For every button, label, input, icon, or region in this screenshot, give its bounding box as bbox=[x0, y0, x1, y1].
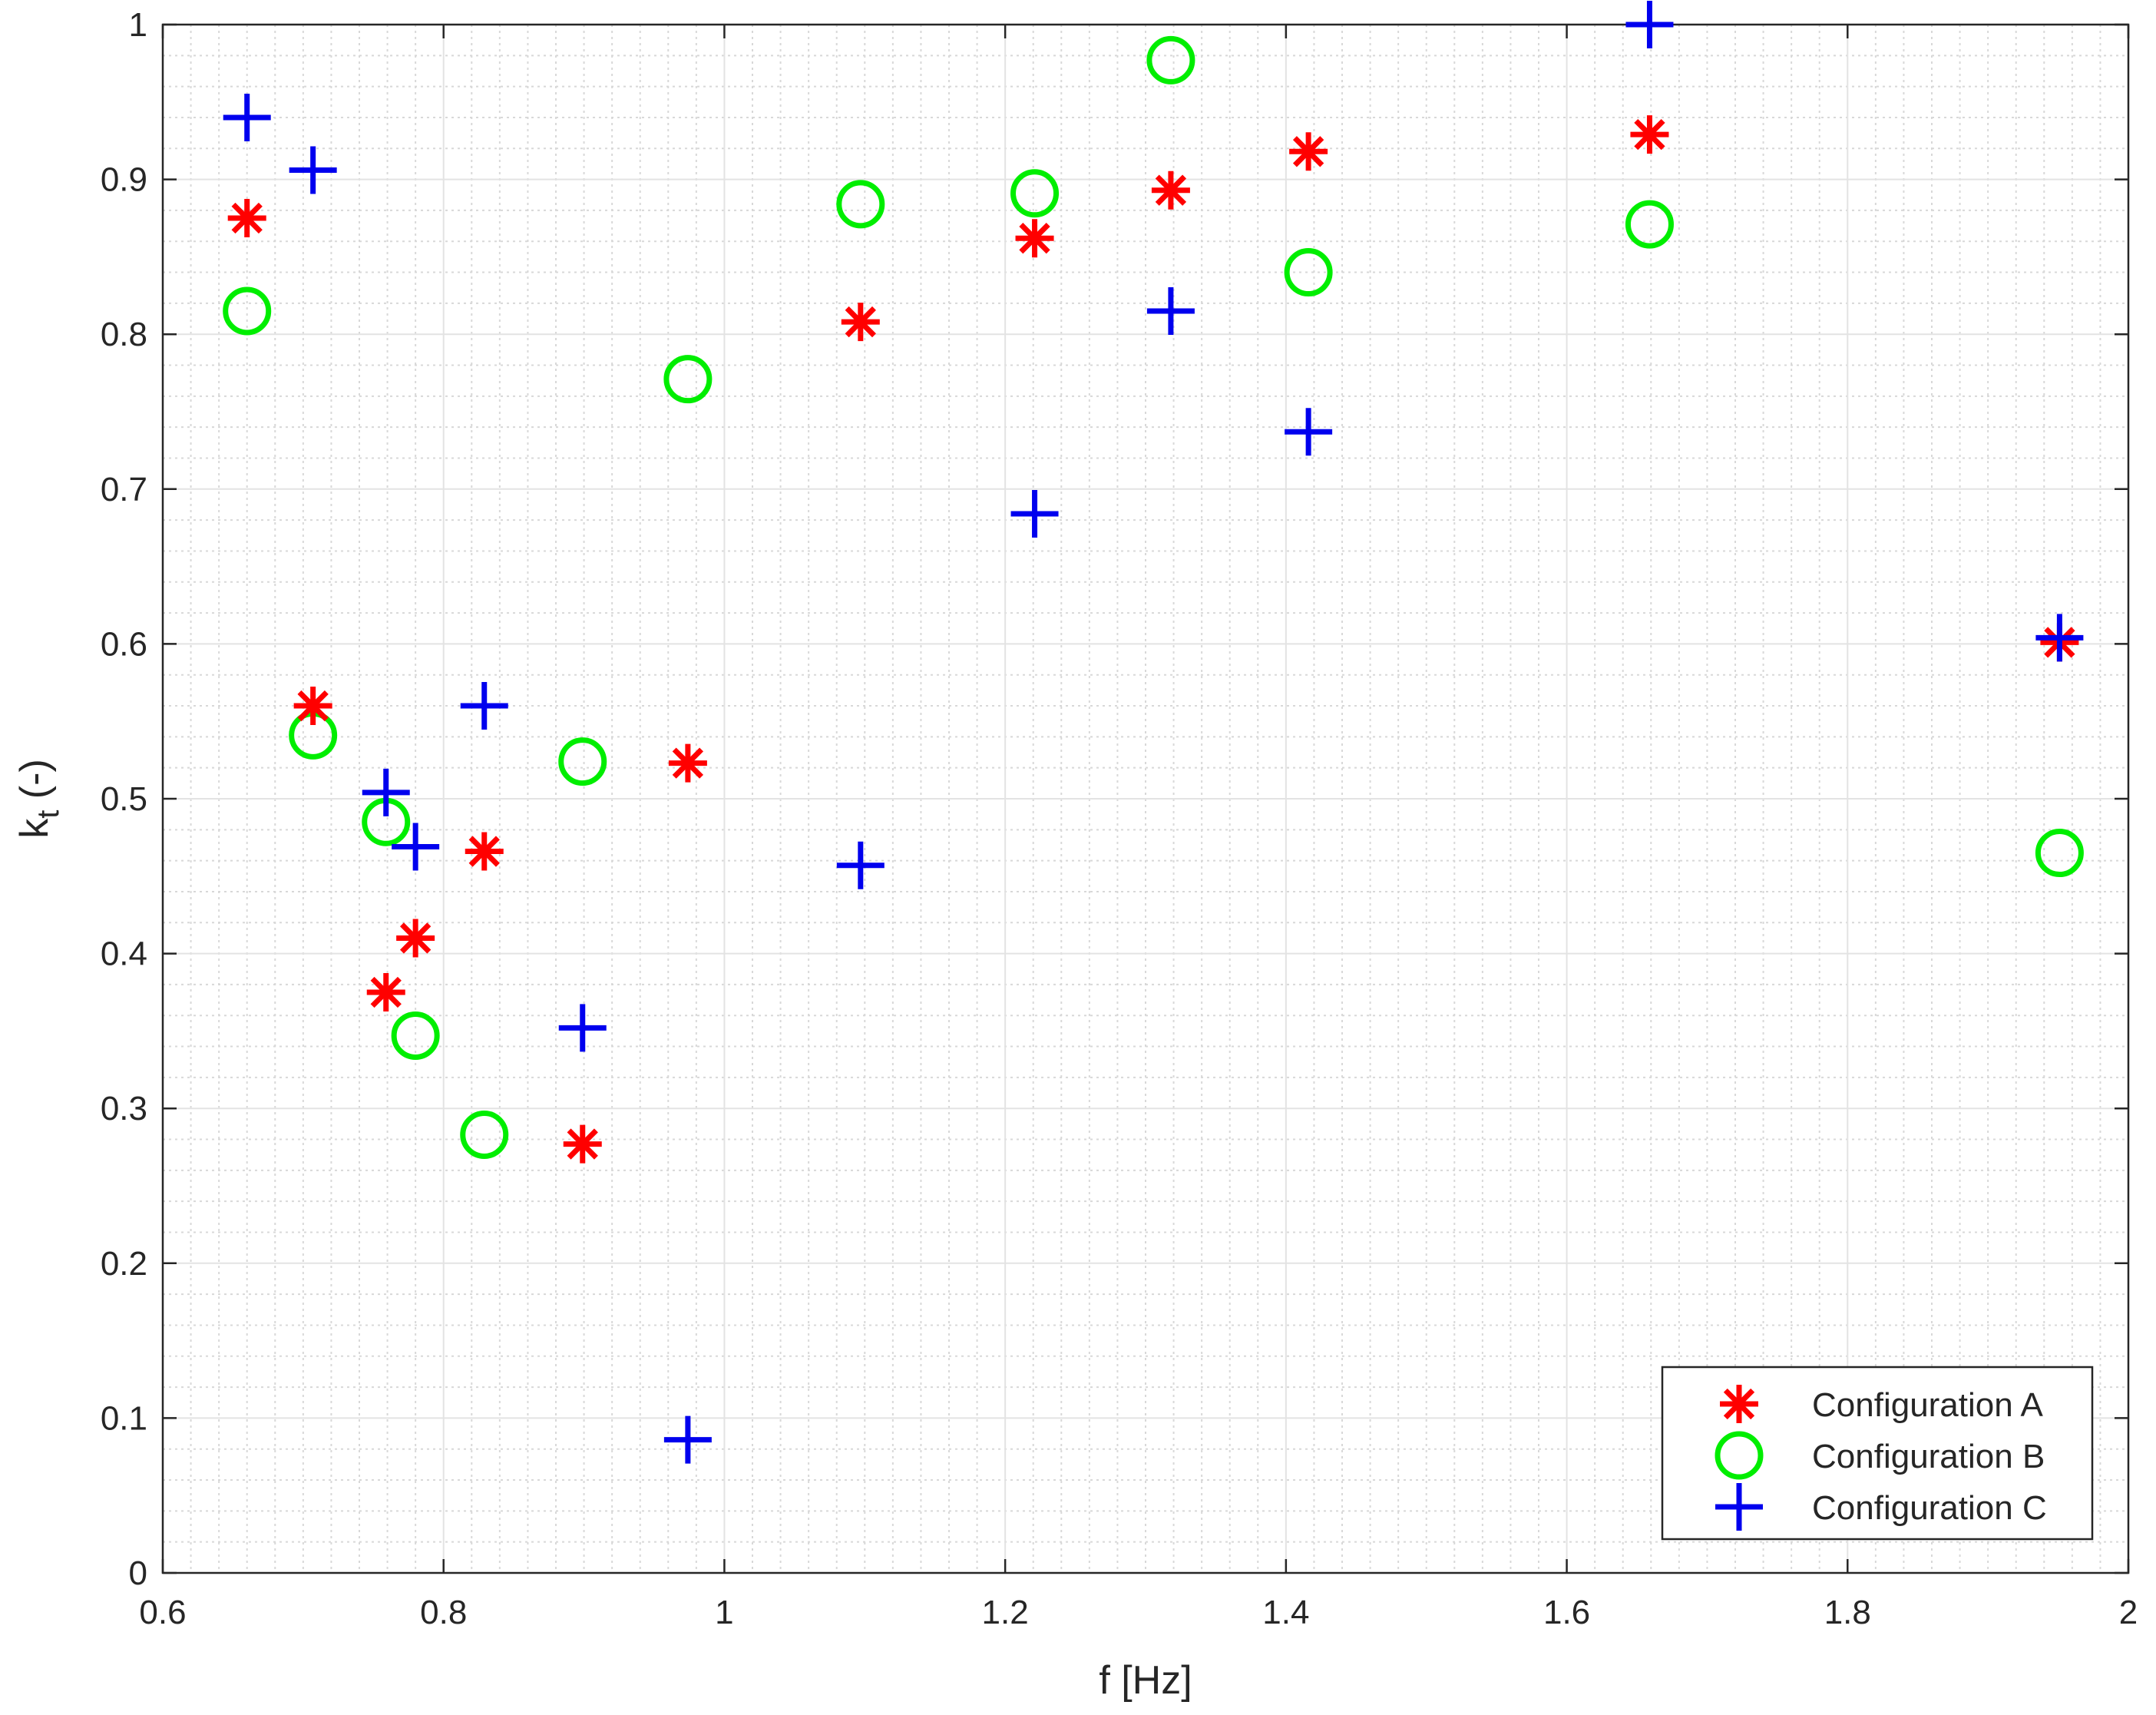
x-tick-label: 0.6 bbox=[139, 1594, 186, 1631]
data-point-asterisk bbox=[1289, 132, 1328, 171]
legend-label: Configuration A bbox=[1812, 1386, 2044, 1424]
circle-outline bbox=[2035, 829, 2084, 878]
data-point-circle bbox=[460, 1110, 509, 1159]
legend-marker-plus bbox=[1715, 1483, 1763, 1531]
legend-marker-asterisk bbox=[1720, 1385, 1758, 1423]
legend-label: Configuration C bbox=[1812, 1489, 2047, 1527]
y-tick-label: 0.6 bbox=[101, 625, 147, 663]
data-point-circle bbox=[1146, 35, 1195, 84]
y-axis-label-main: k bbox=[12, 818, 57, 839]
asterisk-stroke bbox=[1292, 136, 1324, 167]
data-point-asterisk bbox=[293, 687, 332, 726]
circle-outline bbox=[223, 286, 272, 336]
y-tick-label: 0.5 bbox=[101, 780, 147, 818]
asterisk-stroke bbox=[297, 690, 329, 722]
y-axis-label-subscript: t bbox=[31, 810, 65, 819]
asterisk-stroke bbox=[1019, 223, 1050, 254]
data-point-plus bbox=[392, 823, 440, 871]
data-point-plus bbox=[2035, 614, 2084, 662]
data-point-plus bbox=[1010, 490, 1059, 538]
circle-outline bbox=[836, 180, 885, 229]
circle-outline bbox=[1284, 248, 1333, 297]
x-tick-label: 1.4 bbox=[1262, 1594, 1309, 1631]
asterisk-stroke bbox=[1634, 118, 1665, 151]
y-tick-label: 0.7 bbox=[101, 471, 147, 508]
data-point-asterisk bbox=[841, 303, 880, 342]
circle-outline bbox=[1625, 200, 1674, 249]
asterisk-stroke bbox=[468, 836, 500, 867]
asterisk-stroke bbox=[1723, 1388, 1755, 1420]
y-tick-label: 0.8 bbox=[101, 316, 147, 353]
data-point-asterisk bbox=[1015, 219, 1054, 258]
data-point-asterisk bbox=[227, 199, 266, 237]
data-point-plus bbox=[558, 1004, 607, 1052]
y-tick-label: 0.1 bbox=[101, 1399, 147, 1437]
data-points bbox=[223, 1, 2084, 1464]
circle-outline bbox=[1010, 169, 1060, 218]
circle-outline bbox=[663, 355, 713, 404]
asterisk-stroke bbox=[231, 202, 263, 234]
data-point-circle bbox=[558, 737, 607, 786]
x-tick-label: 1.6 bbox=[1543, 1594, 1590, 1631]
data-point-asterisk bbox=[1151, 171, 1190, 210]
y-tick-label: 0.9 bbox=[101, 161, 147, 199]
asterisk-stroke bbox=[370, 976, 402, 1008]
data-point-plus bbox=[223, 93, 271, 141]
data-point-plus bbox=[1146, 286, 1195, 335]
y-tick-label: 1 bbox=[129, 6, 147, 44]
circle-outline bbox=[460, 1110, 509, 1159]
data-point-asterisk bbox=[668, 743, 707, 783]
data-point-circle bbox=[1010, 169, 1060, 218]
data-point-asterisk bbox=[1630, 115, 1669, 154]
data-point-circle bbox=[223, 286, 272, 336]
asterisk-stroke bbox=[672, 747, 704, 779]
data-point-plus bbox=[1625, 1, 1674, 48]
legend-label: Configuration B bbox=[1812, 1438, 2045, 1475]
data-point-asterisk bbox=[465, 832, 504, 871]
data-point-plus bbox=[362, 768, 410, 816]
data-point-circle bbox=[836, 180, 885, 229]
data-point-plus bbox=[663, 1415, 712, 1464]
circle-outline bbox=[1146, 35, 1195, 84]
x-tick-label: 1 bbox=[715, 1594, 733, 1631]
asterisk-stroke bbox=[1155, 174, 1187, 206]
legend: Configuration A Configuration B Configurat… bbox=[1661, 1366, 2094, 1541]
data-point-circle bbox=[1284, 248, 1333, 297]
y-tick-label: 0.4 bbox=[101, 935, 147, 973]
y-tick-label: 0.2 bbox=[101, 1245, 147, 1283]
data-point-plus bbox=[836, 841, 885, 889]
x-tick-label: 0.8 bbox=[420, 1594, 467, 1631]
y-axis-label: kt (-) bbox=[12, 759, 65, 839]
x-tick-label: 1.8 bbox=[1824, 1594, 1871, 1631]
y-axis-label-suffix: (-) bbox=[12, 759, 57, 809]
circle-outline bbox=[391, 1011, 440, 1060]
x-axis-ticks: 0.6 0.8 1 1.2 1.4 1.6 1.8 2 bbox=[139, 25, 2138, 1631]
y-tick-label: 0 bbox=[129, 1554, 147, 1592]
data-point-circle bbox=[663, 355, 713, 404]
x-tick-label: 1.2 bbox=[982, 1594, 1029, 1631]
data-point-asterisk bbox=[563, 1124, 602, 1164]
data-point-plus bbox=[1285, 408, 1333, 456]
legend-marker-circle bbox=[1715, 1431, 1764, 1480]
circle-outline bbox=[558, 737, 607, 786]
data-point-circle bbox=[2035, 829, 2084, 878]
data-point-plus bbox=[460, 682, 508, 730]
asterisk-stroke bbox=[399, 922, 432, 954]
data-point-asterisk bbox=[366, 973, 405, 1011]
data-point-plus bbox=[289, 146, 337, 194]
data-point-circle bbox=[1625, 200, 1674, 249]
y-axis-ticks: 0 0.1 0.2 0.3 0.4 0.5 0.6 0.7 0.8 0.9 1 bbox=[101, 6, 2128, 1592]
asterisk-stroke bbox=[845, 306, 876, 338]
data-point-asterisk bbox=[396, 919, 435, 958]
asterisk-stroke bbox=[567, 1128, 598, 1160]
circle-outline bbox=[1715, 1431, 1764, 1480]
x-axis-label: f [Hz] bbox=[1099, 1658, 1192, 1703]
data-point-circle bbox=[391, 1011, 440, 1060]
y-tick-label: 0.3 bbox=[101, 1090, 147, 1127]
x-tick-label: 2 bbox=[2119, 1594, 2138, 1631]
